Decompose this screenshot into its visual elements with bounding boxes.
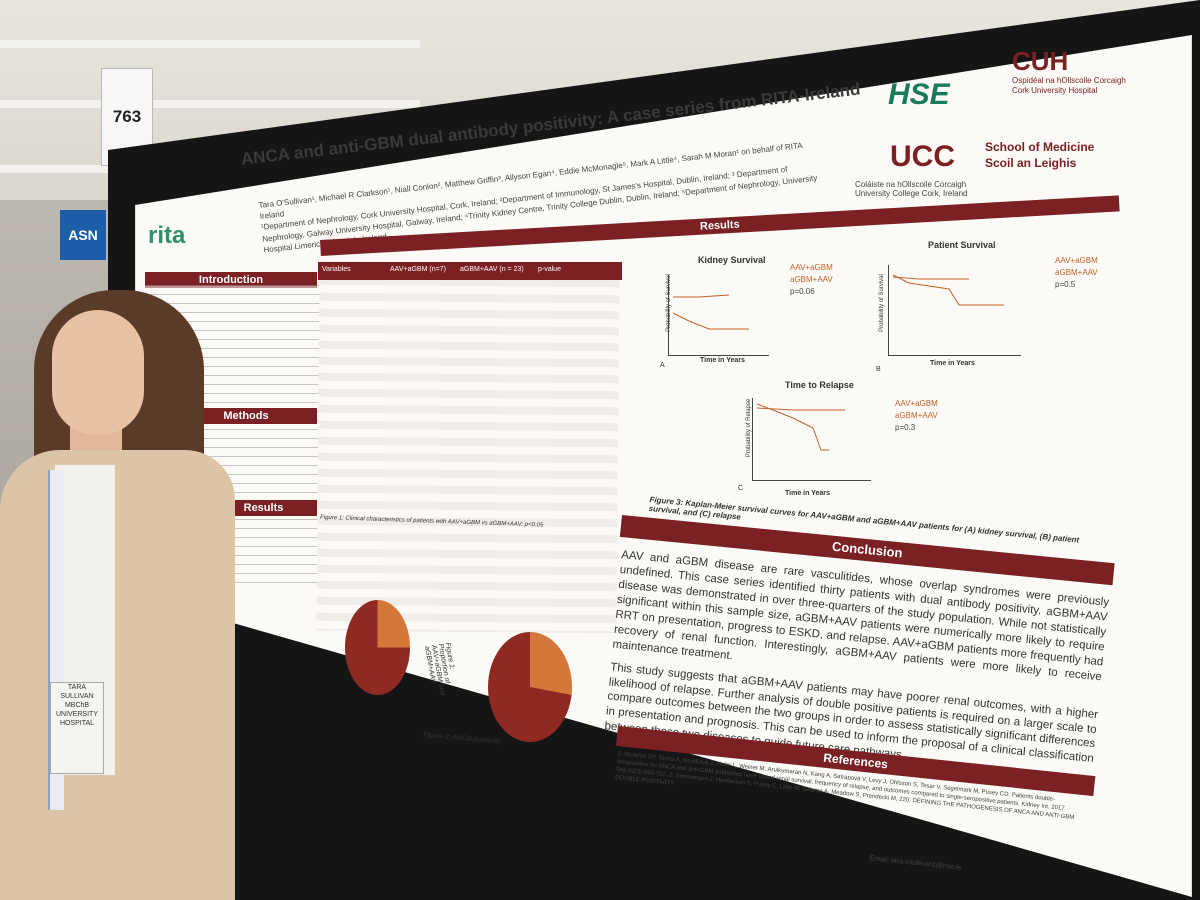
relapse-plot bbox=[752, 398, 871, 481]
section-results-left: Results bbox=[210, 500, 317, 516]
relapse-legend: AAV+aGBM aGBM+AAV p=0.3 bbox=[895, 398, 938, 434]
kidney-x-label: Time in Years bbox=[700, 357, 745, 364]
relapse-curves bbox=[756, 403, 845, 451]
table-header: Variables AAV+aGBM (n=7) aGBM+AAV (n = 2… bbox=[318, 262, 622, 280]
relapse-title: Time to Relapse bbox=[785, 380, 854, 390]
patient-pvalue: p=0.5 bbox=[1055, 280, 1076, 289]
relapse-y-label: Probability of Relapse bbox=[746, 398, 753, 458]
relapse-curve-agbm-aav bbox=[756, 403, 829, 451]
pie-chart-proportion bbox=[345, 600, 410, 695]
kidney-y-label: Probability of Survival bbox=[665, 274, 672, 332]
patient-legend: AAV+aGBM aGBM+AAV p=0.5 bbox=[1055, 255, 1098, 291]
hse-logo: HSE bbox=[888, 78, 950, 111]
legend-agbm-aav: aGBM+AAV bbox=[790, 275, 833, 284]
cuh-subtitle: Ospidéal na hOllscoile Corcaigh Cork Uni… bbox=[1012, 76, 1126, 95]
cuh-logo: CUH bbox=[1012, 46, 1069, 76]
patient-curve-aav-agbm bbox=[892, 276, 969, 280]
relapse-x-label: Time in Years bbox=[785, 490, 830, 497]
kidney-survival-title: Kidney Survival bbox=[698, 255, 766, 265]
kidney-curve-aav-agbm bbox=[673, 294, 730, 298]
table-col-variables: Variables bbox=[322, 266, 351, 273]
rita-logo: rita bbox=[148, 222, 186, 249]
school-of-medicine: School of Medicine Scoil an Leighis bbox=[985, 140, 1095, 170]
patient-x-label: Time in Years bbox=[930, 360, 975, 367]
ceiling-beam bbox=[0, 100, 420, 108]
venue-sign: ASN bbox=[60, 210, 106, 260]
panel-b-label: B bbox=[876, 366, 881, 373]
section-methods: Methods bbox=[175, 408, 317, 424]
kidney-curve-agbm-aav bbox=[672, 312, 749, 330]
panel-c-label: C bbox=[738, 485, 744, 492]
relapse-pvalue: p=0.3 bbox=[895, 423, 916, 432]
patient-survival-title: Patient Survival bbox=[928, 240, 996, 250]
presenter: TARA SULLIVAN MBChB UNIVERSITY HOSPITAL bbox=[0, 290, 260, 900]
name-badge: TARA SULLIVAN MBChB UNIVERSITY HOSPITAL bbox=[50, 682, 104, 774]
legend-aav-agbm: AAV+aGBM bbox=[895, 399, 938, 408]
patient-curve-agbm-aav bbox=[892, 274, 1004, 306]
legend-agbm-aav: aGBM+AAV bbox=[895, 411, 938, 420]
kidney-legend: AAV+aGBM aGBM+AAV p=0.06 bbox=[790, 262, 833, 298]
legend-agbm-aav: aGBM+AAV bbox=[1055, 268, 1098, 277]
ucc-subtitle: Coláiste na hOllscoile Corcaigh Universi… bbox=[855, 180, 968, 198]
characteristics-table bbox=[316, 260, 620, 634]
kidney-curves bbox=[672, 294, 749, 330]
legend-aav-agbm: AAV+aGBM bbox=[1055, 256, 1098, 265]
table-col-pvalue: p-value bbox=[538, 266, 561, 273]
kidney-survival-plot bbox=[668, 275, 769, 356]
patient-survival-plot bbox=[888, 265, 1021, 356]
patient-y-label: Probability of Survival bbox=[878, 274, 885, 332]
table-col-aav-agbm: AAV+aGBM (n=7) bbox=[390, 266, 446, 273]
section-introduction: Introduction bbox=[145, 272, 317, 288]
legend-aav-agbm: AAV+aGBM bbox=[790, 263, 833, 272]
pie-chart-anca bbox=[488, 632, 572, 742]
kidney-pvalue: p=0.06 bbox=[790, 287, 815, 296]
presenter-face bbox=[52, 310, 144, 435]
presenter-blazer bbox=[0, 450, 235, 900]
panel-a-label: A bbox=[660, 362, 665, 369]
ucc-logo: UCC bbox=[890, 140, 955, 173]
ceiling-beam bbox=[0, 40, 420, 48]
patient-curves bbox=[892, 274, 1004, 306]
table-col-agbm-aav: aGBM+AAV (n = 23) bbox=[460, 266, 524, 273]
